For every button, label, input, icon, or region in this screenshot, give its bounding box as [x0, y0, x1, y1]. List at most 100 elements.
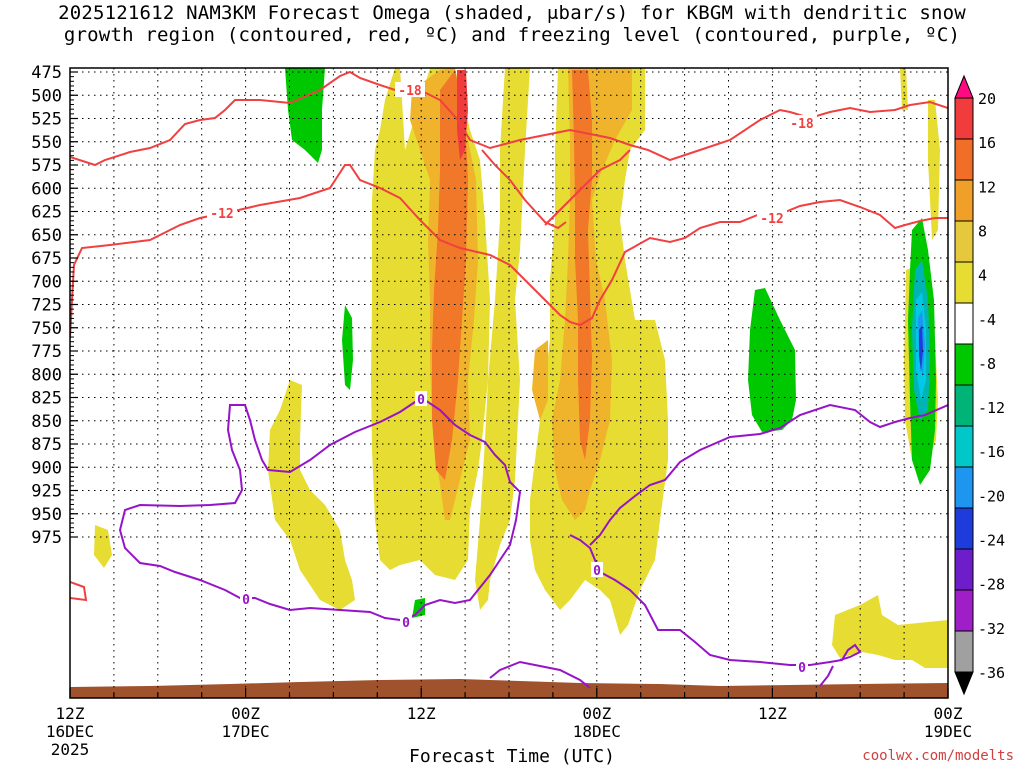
freezing-label: 0: [798, 661, 806, 676]
colorbar-label: -36: [978, 664, 1005, 682]
dgz-label: -12: [760, 212, 783, 227]
freezing-label-bg: [796, 659, 808, 674]
dgz-contour-labels: -18 -12 -12 -18: [207, 82, 817, 227]
freezing-contour-labels: 0 0 0 0 0: [240, 391, 808, 676]
colorbar-swatch: [954, 384, 974, 427]
y-tick-label: 675: [31, 249, 62, 269]
colorbar-swatch: [954, 343, 974, 386]
freezing-label: 0: [417, 393, 425, 408]
y-tick-label: 500: [31, 86, 62, 106]
dgz-label-bg: [787, 115, 817, 130]
colorbar-swatch: [954, 261, 974, 304]
y-tick-label: 825: [31, 389, 62, 409]
colorbar-swatch: [954, 302, 974, 345]
freezing-contour-bottomright: [819, 665, 834, 687]
freezing-contour-lower: [489, 660, 591, 689]
dgz-contour-minus18-branch: [481, 149, 567, 230]
y-tick-label: 975: [31, 528, 62, 548]
freezing-label: 0: [593, 564, 601, 579]
colorbar-swatch: [954, 589, 974, 632]
chart-title: 2025121612 NAM3KM Forecast Omega (shaded…: [0, 2, 1024, 46]
y-tick-label: 900: [31, 458, 62, 478]
dgz-contour-minus12-upper: [544, 149, 631, 226]
omega-shading-orange: [432, 70, 592, 480]
dgz-label: -18: [398, 84, 422, 99]
x-tick-label-time: 00Z: [934, 704, 963, 723]
colorbar-swatch: [954, 220, 974, 263]
y-tick-label: 650: [31, 226, 62, 246]
x-tick-label-date: 16DEC: [46, 722, 94, 741]
y-tick-label: 575: [31, 156, 62, 176]
x-tick-label-date: 19DEC: [924, 722, 972, 741]
x-tick-label-time: 00Z: [582, 704, 611, 723]
y-tick-label: 725: [31, 296, 62, 316]
colorbar-label: 20: [978, 90, 996, 108]
colorbar-label: 8: [978, 222, 987, 240]
colorbar-label: 12: [978, 178, 996, 196]
colorbar-label: -4: [978, 311, 996, 329]
colorbar-label: 4: [978, 267, 987, 285]
dgz-contour-left-stub: [70, 581, 88, 602]
colorbar-swatch: [954, 630, 974, 673]
y-tick-label: 925: [31, 482, 62, 502]
x-tick-label-time: 12Z: [56, 704, 85, 723]
colorbar-swatch: [954, 425, 974, 468]
freezing-label: 0: [402, 616, 410, 631]
colorbar-swatch: [954, 466, 974, 509]
colorbar-bottom-arrow: [954, 671, 974, 696]
y-tick-label: 550: [31, 133, 62, 153]
colorbar-swatch: [954, 138, 974, 181]
dgz-label-bg: [207, 205, 237, 220]
source-label: coolwx.com/modelts: [862, 748, 1014, 764]
y-tick-label: 525: [31, 110, 62, 130]
y-tick-label: 875: [31, 435, 62, 455]
colorbar-swatch: [954, 97, 974, 140]
colorbar-top-arrow: [954, 74, 974, 99]
y-tick-label: 850: [31, 412, 62, 432]
x-tick-label-year: 2025: [51, 740, 90, 759]
x-tick-label-time: 12Z: [407, 704, 436, 723]
omega-shading-blue: [919, 325, 923, 372]
y-tick-label: 600: [31, 179, 62, 199]
freezing-label-bg: [415, 391, 427, 406]
y-tick-label: 700: [31, 272, 62, 292]
colorbar-label: -32: [978, 620, 1005, 638]
title-line-2: growth region (contoured, red, ºC) and f…: [63, 24, 961, 46]
omega-colorbar: 20 16 12 8 4 -4 -8 -12 -16 -20 -24 -28 -32 -36: [954, 74, 1005, 696]
y-tick-label: 950: [31, 505, 62, 525]
grid-lines: [70, 68, 948, 698]
dgz-label-bg: [757, 210, 787, 225]
y-tick-label: 625: [31, 203, 62, 223]
colorbar-label: -12: [978, 399, 1005, 417]
y-tick-label: 800: [31, 365, 62, 385]
title-line-1: 2025121612 NAM3KM Forecast Omega (shaded…: [58, 2, 966, 24]
freezing-label: 0: [242, 593, 250, 608]
colorbar-label: -8: [978, 355, 996, 373]
colorbar-swatch: [954, 179, 974, 222]
dgz-label: -18: [790, 117, 814, 132]
x-tick-label-date: 17DEC: [222, 722, 270, 741]
y-axis: 475 500 525 550 575 600 625 650 675 700 725 750 775 8…: [31, 63, 78, 548]
colorbar-swatch: [954, 548, 974, 591]
x-axis-title: Forecast Time (UTC): [409, 746, 615, 767]
y-tick-label: 775: [31, 342, 62, 362]
freezing-label-bg: [591, 562, 603, 577]
colorbar-label: -20: [978, 487, 1005, 505]
colorbar-label: -16: [978, 443, 1005, 461]
dgz-label: -12: [210, 207, 233, 222]
colorbar-label: -28: [978, 576, 1005, 594]
x-tick-label-time: 12Z: [758, 704, 787, 723]
freezing-contour-main: [118, 398, 522, 622]
omega-shading-yellow: [94, 68, 948, 668]
colorbar-label: 16: [978, 134, 996, 152]
y-tick-label: 750: [31, 319, 62, 339]
colorbar-label: -24: [978, 532, 1005, 550]
x-tick-label-time: 00Z: [231, 704, 260, 723]
freezing-label-bg: [240, 591, 252, 606]
x-tick-label-date: 18DEC: [573, 722, 621, 741]
y-tick-label: 475: [31, 63, 62, 83]
colorbar-swatch: [954, 507, 974, 550]
freezing-label-bg: [400, 614, 412, 629]
